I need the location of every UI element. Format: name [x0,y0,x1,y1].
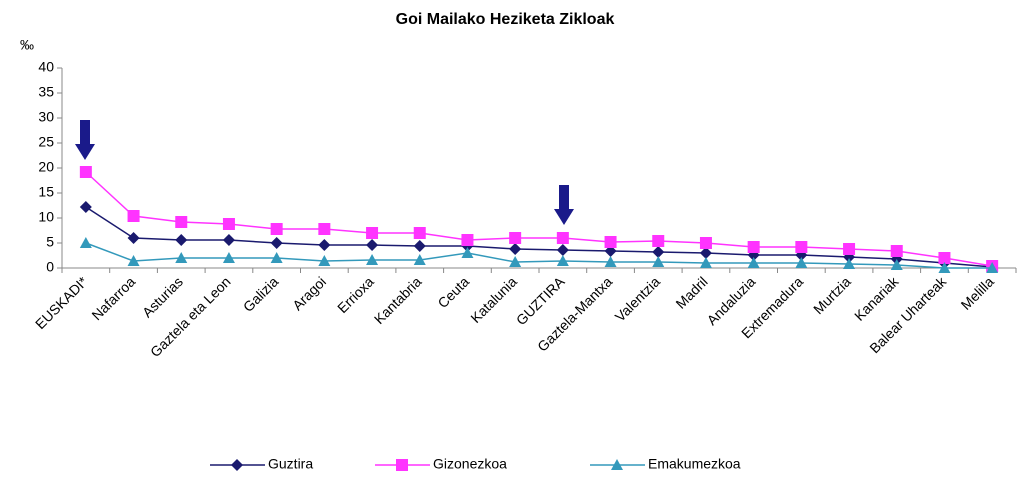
legend-marker [231,459,243,471]
point [890,259,903,270]
legend-label: Gizonezkoa [433,456,507,472]
y-tick-label: 30 [38,109,54,125]
y-tick-label: 35 [38,84,54,100]
point [652,235,665,247]
point [127,210,140,222]
point [556,244,569,256]
x-tick-label: Murtzia [810,273,854,317]
y-tick-label: 10 [38,209,54,225]
arrow [75,120,95,160]
series-line [85,206,993,268]
point [509,256,522,267]
x-tick-label: Asturias [139,273,186,320]
legend-item: Gizonezkoa [375,456,507,472]
point [652,256,665,267]
x-tick-label: Errioxa [334,273,377,316]
x-tick-label: Valentzia [612,273,663,324]
point [413,227,426,239]
point [366,239,379,251]
point [986,262,999,273]
point [890,245,903,257]
point [366,227,379,239]
x-tick-label: Nafarroa [88,273,138,323]
point [509,232,522,244]
point [79,237,92,248]
point [843,243,856,255]
point [652,246,665,258]
x-tick-label: EUSKADI* [32,273,91,332]
x-tick-label: Ceuta [434,273,472,311]
point [413,240,426,252]
y-axis-label: ‰ [20,37,34,53]
series-line [85,242,993,269]
x-tick-label: Katalunia [467,273,520,326]
point [127,232,140,244]
point [413,254,426,265]
point [604,236,617,248]
point [509,243,522,255]
point [556,232,569,244]
point [699,247,712,259]
point [938,262,951,273]
point [318,239,331,251]
point [795,241,808,253]
point [699,257,712,268]
legend-item: Emakumezkoa [590,456,741,472]
point [175,234,188,246]
point [175,252,188,263]
point [461,247,474,258]
point [318,255,331,266]
point [747,241,760,253]
point [222,252,235,263]
point [747,257,760,268]
point [175,216,188,228]
x-tick-label: Kantabria [371,273,425,327]
point [699,237,712,249]
point [556,255,569,266]
x-tick-label: Madril [672,273,710,311]
x-tick-label: Galizia [240,273,282,315]
legend-item: Guztira [210,456,313,472]
point [222,234,235,246]
y-tick-label: 40 [38,59,54,75]
y-tick-label: 0 [46,259,54,275]
point [366,254,379,265]
point [79,166,92,178]
point [127,255,140,266]
point [318,223,331,235]
point [270,252,283,263]
arrow [554,185,574,225]
x-tick-label: Aragoi [289,273,329,313]
point [843,258,856,269]
legend-label: Guztira [268,456,313,472]
y-tick-label: 15 [38,184,54,200]
point [938,252,951,264]
point [79,201,92,213]
y-tick-label: 20 [38,159,54,175]
legend-marker [611,459,623,470]
legend-label: Emakumezkoa [648,456,741,472]
y-tick-label: 25 [38,134,54,150]
legend-marker [396,459,408,471]
chart-title: Goi Mailako Heziketa Zikloak [396,11,615,28]
point [795,257,808,268]
y-tick-label: 5 [46,234,54,250]
point [222,218,235,230]
x-tick-label: Gaztela eta Leon [147,273,234,360]
point [270,223,283,235]
series-line [85,171,993,267]
point [604,256,617,267]
x-tick-label: Melilla [958,273,998,313]
point [270,237,283,249]
point [461,234,474,246]
